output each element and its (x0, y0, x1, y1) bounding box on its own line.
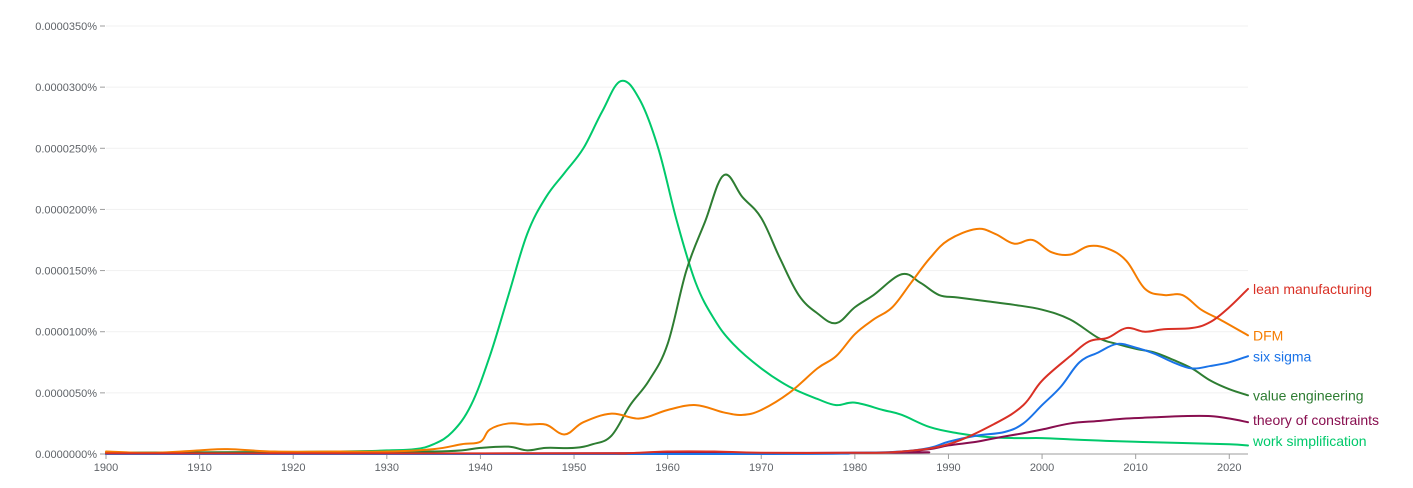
legend-label-dfm[interactable]: DFM (1253, 327, 1283, 343)
x-tick-label: 1940 (468, 462, 492, 474)
legend-layer: lean manufacturing DFM six sigma value engi… (1252, 281, 1379, 449)
x-tick-label: 2020 (1217, 462, 1241, 474)
x-tick-label: 1980 (843, 462, 867, 474)
x-tick-label: 1990 (936, 462, 960, 474)
legend-label-theory-of-constraints[interactable]: theory of constraints (1253, 412, 1379, 428)
y-tick-label: 0.0000300% (35, 82, 97, 94)
x-tick-label: 1960 (655, 462, 679, 474)
legend-label-work-simplification[interactable]: work simplification (1252, 433, 1367, 449)
legend-label-lean-manufacturing[interactable]: lean manufacturing (1253, 281, 1372, 297)
series-line-dfm[interactable] (105, 227, 1249, 454)
y-tick-label: 0.0000050% (35, 388, 97, 400)
series-line-value-engineering[interactable] (105, 173, 1249, 454)
x-tick-label: 2010 (1123, 462, 1147, 474)
legend-label-six-sigma[interactable]: six sigma (1253, 348, 1312, 364)
legend-label-value-engineering[interactable]: value engineering (1253, 387, 1364, 403)
y-tick-label: 0.0000000% (35, 449, 97, 461)
series-layer (105, 79, 1249, 456)
x-tick-label: 2000 (1030, 462, 1054, 474)
x-tick-label: 1970 (749, 462, 773, 474)
y-tick-label: 0.0000250% (35, 143, 97, 155)
series-line-six-sigma[interactable] (105, 342, 1249, 456)
y-tick-label: 0.0000150% (35, 266, 97, 278)
y-tick-label: 0.0000350% (35, 21, 97, 33)
series-line-work-simplification[interactable] (105, 79, 1249, 455)
series-line-lean-manufacturing[interactable] (105, 287, 1249, 455)
grid-layer (106, 25, 1248, 394)
x-tick-label: 1910 (187, 462, 211, 474)
y-tick-label: 0.0000100% (35, 327, 97, 339)
x-tick-label: 1950 (562, 462, 586, 474)
x-tick-label: 1920 (281, 462, 305, 474)
x-axis: 1900 1910 1920 1930 1940 1950 1960 1970 1980 1990… (94, 453, 1248, 474)
y-axis: 0.0000000% 0.0000050% 0.0000100% 0.0000150%… (35, 21, 105, 461)
series-line-theory-of-constraints[interactable] (105, 414, 1249, 455)
x-tick-label: 1930 (375, 462, 399, 474)
x-tick-label: 1900 (94, 462, 118, 474)
y-tick-label: 0.0000200% (35, 204, 97, 216)
